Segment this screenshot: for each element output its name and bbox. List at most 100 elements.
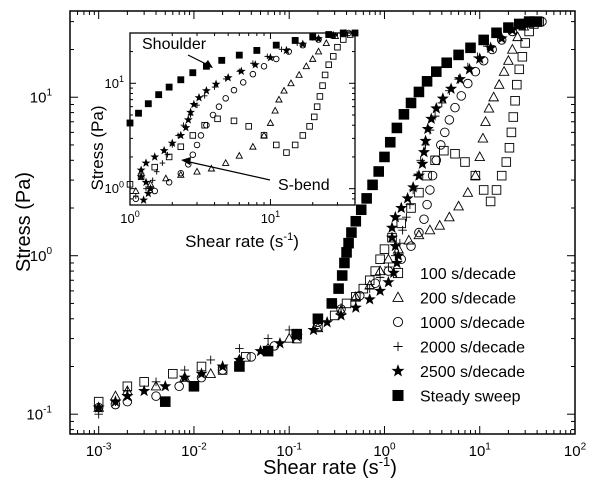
legend-label: 1000 s/decade (420, 315, 525, 332)
data-point-star (392, 249, 405, 261)
inset-data-point-circle-open (177, 170, 185, 177)
inset-data-point-triangle-open (287, 79, 295, 87)
data-point-star (389, 239, 402, 252)
inset-data-point-circle-open (197, 132, 205, 139)
data-point-plus (398, 225, 407, 235)
inset-data-point-square-open (299, 132, 307, 139)
data-point-square-filled (234, 361, 245, 372)
data-point-plus (395, 238, 405, 248)
annotation-s-bend-arrow (184, 160, 271, 181)
data-point-star (436, 92, 449, 104)
data-point-star (321, 315, 334, 328)
legend-marker-star (391, 364, 405, 377)
data-point-triangle-open (413, 229, 425, 240)
inset-data-point-square-filled (218, 56, 226, 64)
data-point-square-filled (379, 151, 390, 163)
data-point-star (484, 41, 497, 53)
data-point-square-filled (361, 193, 372, 204)
data-point-circle-open (246, 352, 257, 362)
inset-data-point-circle-open (215, 103, 223, 110)
data-point-square-filled (503, 22, 514, 33)
data-point-square-open (341, 298, 352, 309)
inset-data-point-square-filled (126, 119, 134, 127)
inset-data-point-square-open (201, 121, 208, 129)
data-point-circle-open (463, 78, 473, 89)
inset-data-point-star (136, 165, 146, 174)
inset-data-point-square-open (306, 123, 313, 130)
inset-data-point-triangle-open (162, 174, 170, 182)
legend-marker-plus (393, 341, 403, 352)
data-point-square-filled (421, 76, 433, 87)
data-point-square-filled (465, 42, 476, 54)
inset-data-point-square-open (177, 143, 185, 150)
inset-data-point-square-open (334, 43, 341, 51)
x-tick-label: 10-2 (181, 441, 207, 460)
inset-data-point-square-filled (189, 69, 197, 77)
data-point-plus (375, 273, 385, 282)
legend-label: 200 s/decade (420, 291, 516, 308)
legend: 100 s/decade 200 s/decade 1000 s/decade 200… (391, 266, 525, 406)
inset-data-point-plus (149, 177, 156, 184)
data-point-square-filled (350, 215, 362, 227)
inset-data-point-triangle-open (221, 158, 230, 166)
data-point-square-open (510, 96, 520, 106)
inset-data-point-square-open (283, 149, 290, 156)
data-point-square-filled (159, 396, 171, 407)
inset-data-point-square-open (329, 53, 337, 60)
data-point-square-filled (326, 298, 338, 309)
data-point-square-filled (346, 227, 357, 238)
inset-data-point-star (183, 115, 193, 124)
data-point-star (159, 379, 172, 392)
inset-data-point-plus (201, 93, 208, 99)
data-point-star (138, 384, 151, 397)
data-point-circle-open (436, 140, 446, 150)
data-point-square-open (508, 112, 519, 122)
inset-data-point-star (250, 60, 260, 69)
data-point-square-filled (384, 136, 396, 148)
data-point-star (385, 231, 399, 243)
y-tick-label: 101 (105, 74, 124, 91)
inset-data-point-triangle-open (176, 170, 185, 178)
inset-data-point-square-filled (253, 47, 261, 54)
x-tick-label: 10-3 (86, 441, 112, 460)
data-point-plus (151, 377, 161, 387)
inset-data-point-star (181, 122, 191, 132)
data-point-plus (206, 355, 216, 365)
legend-marker-triangle-open (392, 291, 404, 302)
inset-data-point-circle-open (189, 151, 197, 158)
data-point-square-open (450, 148, 460, 159)
inset-data-point-star (211, 79, 221, 88)
inset-data-point-triangle-open (266, 118, 275, 126)
y-tick-label: 10-1 (26, 405, 52, 424)
data-point-circle-open (427, 170, 438, 181)
data-point-square-filled (355, 204, 367, 216)
inset-data-point-square-open (230, 117, 238, 125)
data-point-triangle-open (469, 169, 481, 180)
data-point-star (121, 389, 134, 402)
data-point-star (421, 122, 434, 135)
legend-marker-square-open (392, 267, 404, 279)
data-point-star (425, 112, 438, 125)
data-point-square-filled (262, 345, 274, 357)
data-point-triangle-open (512, 31, 524, 42)
data-point-star (382, 275, 395, 288)
y-tick-label: 100 (30, 246, 53, 265)
inset-data-point-star (136, 172, 146, 181)
data-point-square-filled (398, 109, 410, 120)
inset-data-point-square-filled (235, 51, 243, 59)
inset-data-point-circle-open (203, 121, 210, 129)
data-point-star (473, 52, 486, 64)
inset-data-point-star (194, 93, 204, 102)
data-point-square-filled (188, 381, 200, 392)
data-point-square-open (439, 145, 449, 156)
data-point-triangle-open (453, 200, 465, 211)
data-point-square-filled (391, 122, 403, 134)
inset-data-point-triangle-open (280, 86, 288, 94)
data-point-star (407, 181, 420, 193)
inset-data-point-circle-open (239, 79, 247, 86)
data-point-square-open (375, 254, 385, 264)
inset-data-point-square-filled (339, 29, 347, 37)
main-y-axis-label: Stress (Pa) (13, 172, 35, 272)
data-point-star (385, 221, 399, 233)
data-point-plus (365, 284, 375, 293)
